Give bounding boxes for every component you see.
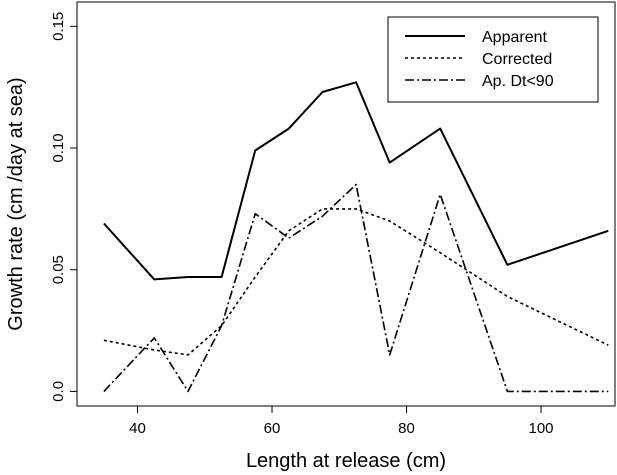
series-line-1	[103, 81, 609, 281]
y-tick-label: 0.05	[50, 255, 67, 284]
x-tick-label: 80	[398, 420, 415, 437]
series-line-3	[103, 183, 609, 393]
x-tick-label: 100	[529, 420, 554, 437]
legend-label-1: Apparent	[482, 29, 547, 46]
axis-ticks: 40 60 80 100 0.0 0.05 0.10 0.15	[50, 12, 554, 437]
x-tick-label: 40	[129, 420, 146, 437]
y-axis-title: Growth rate (cm /day at sea)	[5, 77, 27, 330]
legend-label-2: Corrected	[482, 51, 552, 68]
y-tick-label: 0.10	[50, 133, 67, 162]
legend-box	[387, 16, 599, 103]
x-axis-title: Length at release (cm)	[246, 450, 446, 472]
y-tick-label: 0.15	[50, 12, 67, 41]
y-tick-label: 0.0	[50, 381, 67, 402]
plot-frame	[76, 1, 616, 407]
legend-label-3: Ap. Dt<90	[482, 73, 554, 90]
series-line-2	[103, 208, 609, 356]
legend: Apparent Corrected Ap. Dt<90	[387, 16, 599, 103]
series-lines	[103, 81, 609, 393]
x-tick-label: 60	[264, 420, 281, 437]
